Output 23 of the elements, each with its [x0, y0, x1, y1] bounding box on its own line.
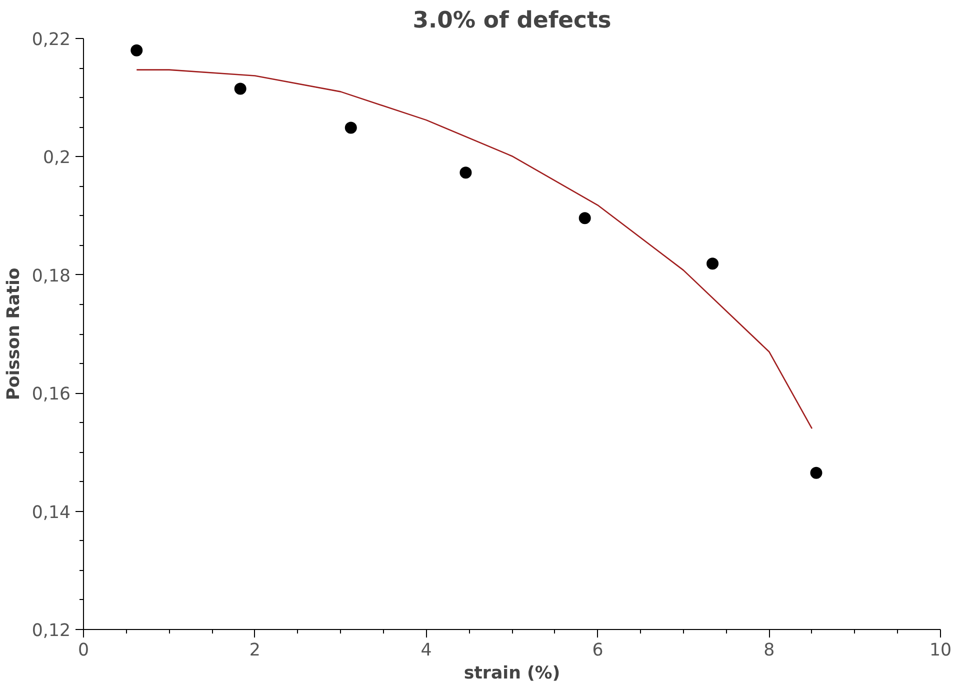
point — [130, 44, 143, 56]
y-tick-label: 0,2 — [42, 148, 71, 168]
x-tick-label: 8 — [764, 640, 775, 660]
x-tick-label: 2 — [249, 640, 260, 660]
point — [706, 258, 719, 270]
x-tick-label: 10 — [929, 640, 952, 660]
y-tick-label: 0,14 — [32, 502, 71, 523]
x-tick-label: 6 — [592, 640, 604, 660]
y-tick-label: 0,12 — [32, 621, 71, 641]
y-tick-label: 0,22 — [32, 30, 71, 50]
point — [460, 166, 472, 179]
line-series — [136, 69, 813, 430]
point — [578, 212, 591, 224]
y-axis-title: Poisson Ratio — [4, 268, 24, 400]
x-axis-title: strain (%) — [464, 664, 560, 684]
point — [810, 466, 822, 479]
x-tick-label: 0 — [78, 640, 90, 660]
point — [234, 82, 246, 95]
point — [344, 122, 357, 134]
y-tick-label: 0,16 — [32, 384, 71, 405]
x-tick-label: 4 — [420, 640, 432, 660]
chart-title: 3.0% of defects — [412, 8, 612, 34]
y-tick-label: 0,18 — [32, 266, 71, 286]
